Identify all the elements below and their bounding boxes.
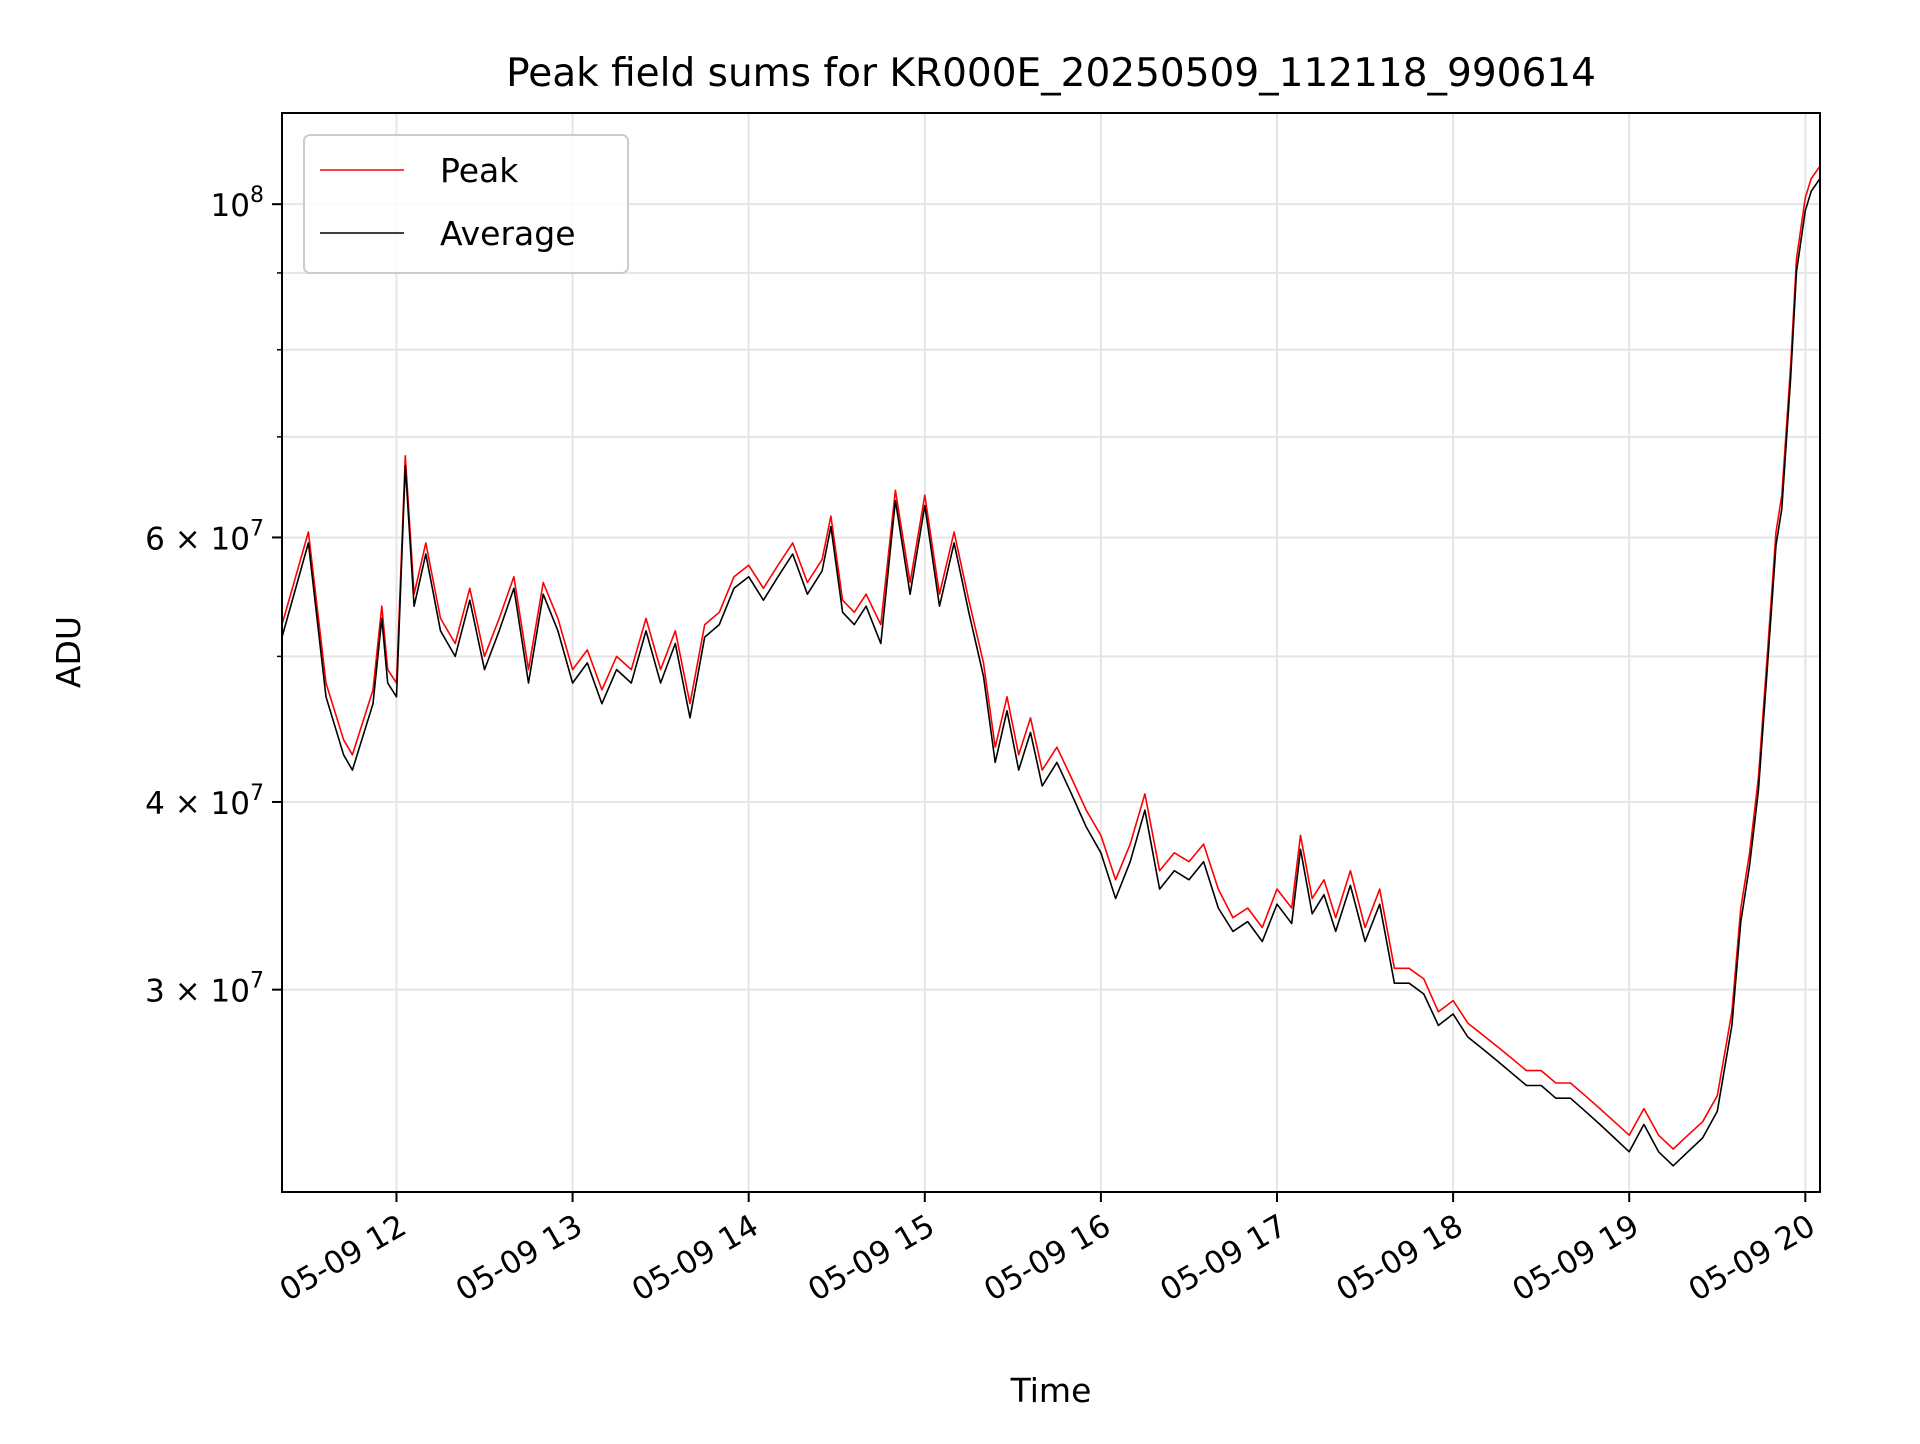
series-line-average	[281, 178, 1821, 1167]
y-tick-label: 3 × 107	[145, 969, 264, 1010]
plot-frame	[281, 112, 1821, 1193]
y-tick-label: 6 × 107	[145, 516, 264, 557]
legend-label-peak: Peak	[440, 151, 519, 190]
y-axis-ticks: 3 × 107 4 × 107 6 × 107 108	[145, 183, 282, 1010]
y-axis-label: ADU	[49, 616, 88, 688]
chart-title: Peak field sums for KR000E_20250509_1121…	[506, 51, 1596, 96]
legend: Peak Average	[303, 134, 629, 274]
legend-label-average: Average	[440, 214, 576, 253]
y-tick-label: 4 × 107	[145, 781, 264, 822]
y-tick-label: 108	[211, 183, 264, 224]
plot-series	[281, 165, 1821, 1167]
grid	[282, 113, 1820, 1192]
series-line-peak	[281, 165, 1821, 1150]
x-axis-label: Time	[1010, 1371, 1092, 1410]
